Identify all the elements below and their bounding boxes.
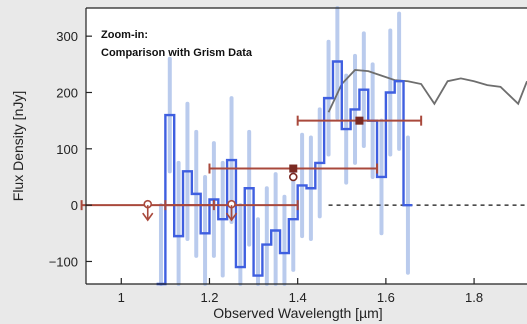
x-tick-label: 1.8 — [465, 290, 483, 305]
y-axis-title: Flux Density [nJy] — [10, 91, 26, 201]
annotation: Zoom-in: Comparison with Grism Data — [101, 29, 253, 59]
annotation-line-1: Zoom-in: — [101, 29, 148, 41]
plot-frame — [85, 7, 527, 285]
y-axis: −100 0 100 200 300 — [49, 29, 92, 269]
x-tick-label: 1.6 — [377, 290, 395, 305]
y-tick-label: 100 — [56, 142, 78, 157]
y-tick-label: −100 — [49, 254, 78, 269]
grism-spectrum-line — [156, 60, 413, 286]
photometry-open-marker — [288, 172, 298, 182]
photometry-marker — [289, 164, 298, 173]
x-axis-title: Observed Wavelength [µm] — [213, 305, 382, 321]
y-tick-label: 0 — [71, 198, 78, 213]
y-tick-label: 200 — [56, 85, 78, 100]
x-tick-label: 1.2 — [200, 290, 218, 305]
photometry-upper-limit-arrowhead — [142, 212, 154, 222]
photometry-upper-limit-arrowhead — [225, 212, 238, 222]
annotation-line-2: Comparison with Grism Data — [101, 47, 253, 59]
y-tick-label: 300 — [56, 29, 78, 44]
x-tick-label: 1.4 — [289, 290, 307, 305]
x-tick-label: 1 — [118, 290, 125, 305]
x-axis: 1 1.2 1.4 1.6 1.8 — [118, 278, 483, 305]
photometry-points — [80, 115, 423, 222]
photometry-marker — [355, 116, 364, 125]
model-spectrum-line — [327, 69, 527, 113]
